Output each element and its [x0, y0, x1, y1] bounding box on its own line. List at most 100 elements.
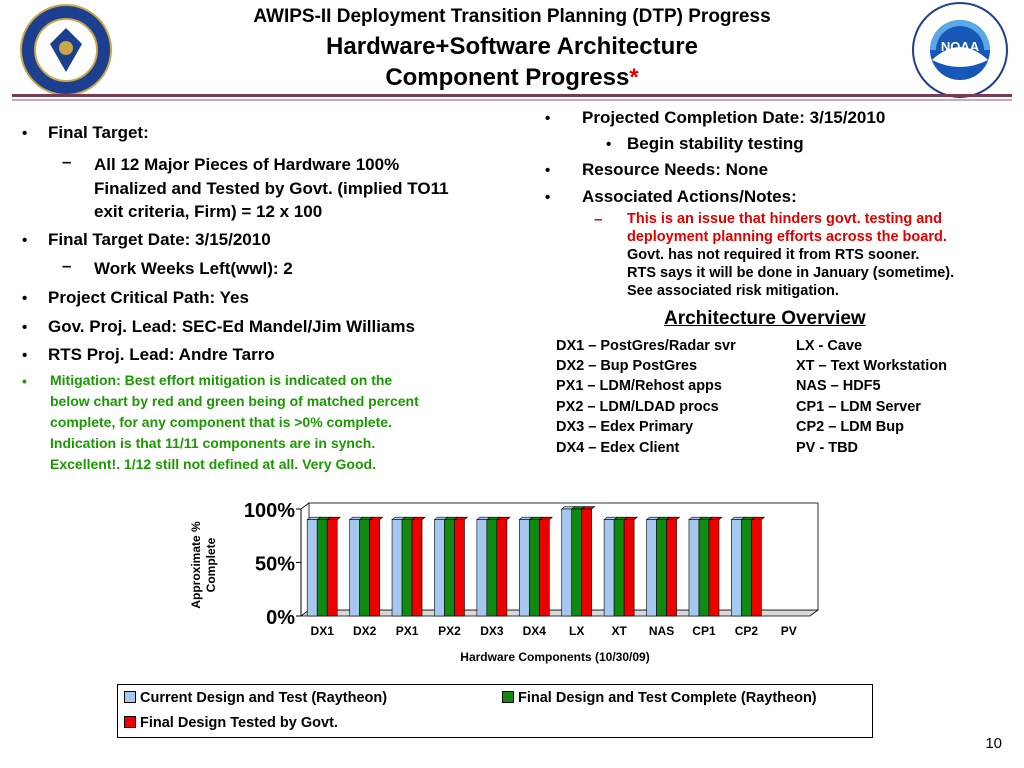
final-target-detail-3: exit criteria, Firm) = 12 x 100 — [94, 202, 323, 221]
bar-dx2-series-3 — [369, 519, 380, 617]
bullet-icon: • — [606, 136, 612, 153]
bar-px1-series-1 — [391, 519, 403, 617]
x-tick-label: DX1 — [311, 624, 335, 638]
y-tick-label: 0% — [266, 607, 295, 629]
header-line-1: AWIPS-II Deployment Transition Planning … — [253, 6, 771, 27]
x-tick-label: CP2 — [735, 624, 759, 638]
bar-lx-series-1 — [561, 508, 573, 617]
arch-right-item: LX - Cave — [796, 338, 863, 354]
bar-xt-series-1 — [603, 519, 615, 617]
bar-cp2-series-3 — [751, 519, 762, 617]
bar-dx4-series-1 — [518, 519, 530, 617]
final-target-detail-2: Finalized and Tested by Govt. (implied T… — [94, 179, 449, 198]
bullet-icon: • — [22, 125, 28, 142]
rts-project-lead: RTS Proj. Lead: Andre Tarro — [48, 345, 275, 364]
final-target-label: Final Target: — [48, 123, 149, 142]
x-tick-label: CP1 — [692, 624, 716, 638]
noaa-logo: NOAA — [912, 2, 1008, 98]
chart-legend: Current Design and Test (Raytheon) Final… — [117, 684, 873, 738]
bar-lx-series-3 — [581, 508, 593, 617]
x-tick-label: NAS — [649, 624, 674, 638]
bar-dx1-series-3 — [326, 519, 338, 617]
bar-dx3-series-2 — [486, 519, 498, 617]
mitigation-line-2: below chart by red and green being of ma… — [50, 393, 419, 409]
header-line-2: Hardware+Software Architecture — [326, 33, 698, 60]
x-tick-label: PX2 — [438, 624, 461, 638]
bar-px1-series-2 — [401, 519, 413, 617]
gov-project-lead: Gov. Proj. Lead: SEC-Ed Mandel/Jim Willi… — [48, 317, 415, 336]
bar-cp1-series-1 — [688, 519, 700, 617]
work-weeks-left: Work Weeks Left(wwl): 2 — [94, 259, 293, 278]
bar-dx4-series-3 — [538, 519, 550, 617]
header-divider-light — [12, 99, 1012, 101]
header-divider-dark — [12, 94, 1012, 97]
bar-dx2-series-1 — [349, 519, 360, 617]
x-tick-label: DX2 — [353, 624, 377, 638]
bar-px1-series-3 — [411, 519, 423, 617]
arch-right-item: XT – Text Workstation — [796, 358, 947, 374]
bar-px2-series-3 — [454, 519, 465, 617]
arch-left-item: DX4 – Edex Client — [556, 440, 680, 456]
legend-swatch-icon — [124, 716, 136, 728]
resource-needs: Resource Needs: None — [582, 160, 769, 179]
final-target-date: Final Target Date: 3/15/2010 — [48, 230, 271, 249]
page-number: 10 — [985, 735, 1002, 752]
x-tick-label: XT — [611, 624, 627, 638]
legend-label: Final Design Tested by Govt. — [140, 715, 338, 731]
bullet-icon: • — [22, 347, 28, 364]
bar-nas-series-2 — [656, 519, 667, 617]
mitigation-line-1: Mitigation: Best effort mitigation is in… — [50, 372, 393, 388]
legend-item-current-design: Current Design and Test (Raytheon) — [124, 690, 387, 706]
y-tick-label: 50% — [255, 554, 295, 576]
header-line-3: Component Progress* — [120, 64, 904, 92]
svg-text:NOAA: NOAA — [941, 39, 980, 54]
x-tick-label: PX1 — [396, 624, 419, 638]
bar-dx1-series-2 — [316, 519, 328, 617]
bullet-icon: • — [545, 162, 551, 179]
y-axis-depth-line — [300, 502, 310, 510]
critical-path: Project Critical Path: Yes — [48, 288, 249, 307]
y-axis-label-line-1: Approximate % — [189, 521, 203, 609]
dash-icon: – — [62, 152, 72, 171]
arch-right-item: PV - TBD — [796, 440, 859, 456]
x-tick-label: DX3 — [480, 624, 504, 638]
bar-cp2-series-1 — [731, 519, 742, 617]
bar-px2-series-1 — [434, 519, 445, 617]
dash-icon: – — [62, 256, 72, 275]
arch-right-item: NAS – HDF5 — [796, 378, 881, 394]
final-target-detail-1: All 12 Major Pieces of Hardware 100% — [94, 155, 400, 174]
legend-item-final-design-complete: Final Design and Test Complete (Raytheon… — [502, 690, 817, 706]
legend-item-govt-tested: Final Design Tested by Govt. — [124, 715, 338, 731]
mitigation-line-3: complete, for any component that is >0% … — [50, 414, 392, 430]
legend-label: Final Design and Test Complete (Raytheon… — [518, 690, 817, 706]
bullet-icon: • — [545, 110, 551, 127]
arch-right-item: CP2 – LDM Bup — [796, 419, 904, 435]
bar-dx2-series-2 — [359, 519, 370, 617]
bar-nas-series-1 — [646, 519, 657, 617]
bar-dx4-series-2 — [528, 519, 540, 617]
note-5: See associated risk mitigation. — [627, 283, 839, 299]
legend-swatch-icon — [124, 691, 136, 703]
y-axis-label-line-2: Complete — [204, 537, 218, 592]
note-red-2: deployment planning efforts across the b… — [627, 229, 947, 245]
legend-label: Current Design and Test (Raytheon) — [140, 690, 388, 706]
noaa-emblem-icon: NOAA — [930, 20, 990, 80]
mitigation-line-4: Indication is that 11/11 components are … — [50, 435, 376, 451]
bullet-icon: • — [22, 290, 28, 307]
x-axis-label: Hardware Components (10/30/09) — [460, 650, 649, 664]
bar-px2-series-2 — [444, 519, 455, 617]
arch-left-item: PX1 – LDM/Rehost apps — [556, 378, 722, 394]
arch-right-item: CP1 – LDM Server — [796, 399, 921, 415]
arch-left-item: DX3 – Edex Primary — [556, 419, 694, 435]
component-progress-chart: 0% 50% 100% DX1 DX2 PX1 PX2 DX3 DX4 LX XT NAS CP1 CP2… — [189, 500, 820, 664]
department-of-commerce-seal — [20, 4, 112, 96]
architecture-title: Architecture Overview — [664, 308, 866, 329]
legend-swatch-icon — [502, 691, 514, 703]
associated-actions: Associated Actions/Notes: — [582, 187, 797, 206]
bar-xt-series-2 — [613, 519, 625, 617]
bar-cp1-series-3 — [708, 519, 720, 617]
bullet-icon: • — [545, 189, 551, 206]
x-tick-label: LX — [569, 624, 584, 638]
bar-lx-series-2 — [571, 508, 583, 617]
note-3: Govt. has not required it from RTS soone… — [627, 247, 920, 263]
